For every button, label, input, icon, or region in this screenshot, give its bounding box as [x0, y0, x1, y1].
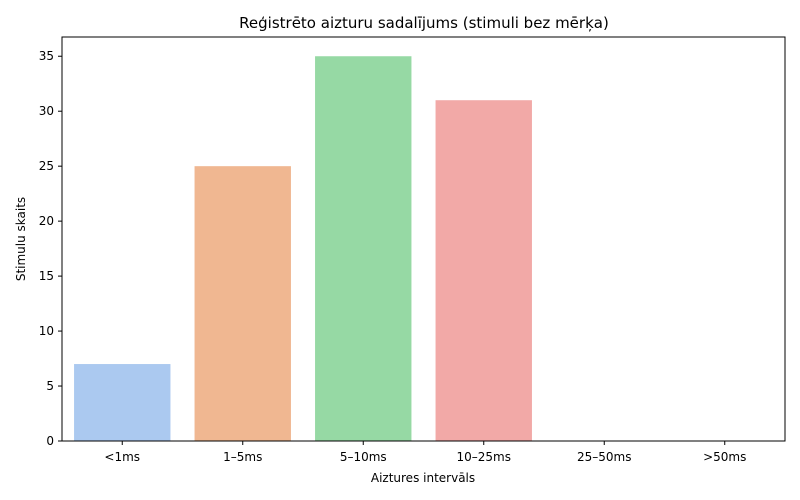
- x-tick-label: >50ms: [703, 450, 746, 464]
- bar-1: [194, 166, 291, 441]
- bar-3: [435, 100, 532, 442]
- x-axis-title: Aiztures intervāls: [371, 471, 475, 485]
- y-axis-title: Stimulu skaits: [14, 197, 28, 281]
- y-tick-label: 10: [39, 324, 54, 338]
- x-tick-label: 5–10ms: [340, 450, 387, 464]
- bars-layer: [74, 56, 532, 442]
- x-tick-label: 1–5ms: [223, 450, 262, 464]
- x-tick-label: 10–25ms: [457, 450, 511, 464]
- x-tick-label: 25–50ms: [577, 450, 631, 464]
- y-tick-label: 30: [39, 104, 54, 118]
- bar-2: [315, 56, 412, 441]
- y-axis: 0 5 10 15 20 25 30 35: [39, 49, 62, 448]
- y-tick-label: 5: [46, 379, 54, 393]
- y-tick-label: 20: [39, 214, 54, 228]
- y-tick-label: 15: [39, 269, 54, 283]
- plot-frame: [61, 36, 786, 442]
- chart-title: Reģistrēto aizturu sadalījums (stimuli b…: [239, 14, 609, 32]
- x-tick-label: <1ms: [104, 450, 140, 464]
- y-tick-label: 0: [46, 434, 54, 448]
- x-axis: <1ms 1–5ms 5–10ms 10–25ms 25–50ms >50ms: [104, 441, 746, 464]
- y-tick-label: 25: [39, 159, 54, 173]
- bar-0: [74, 364, 171, 441]
- y-tick-label: 35: [39, 49, 54, 63]
